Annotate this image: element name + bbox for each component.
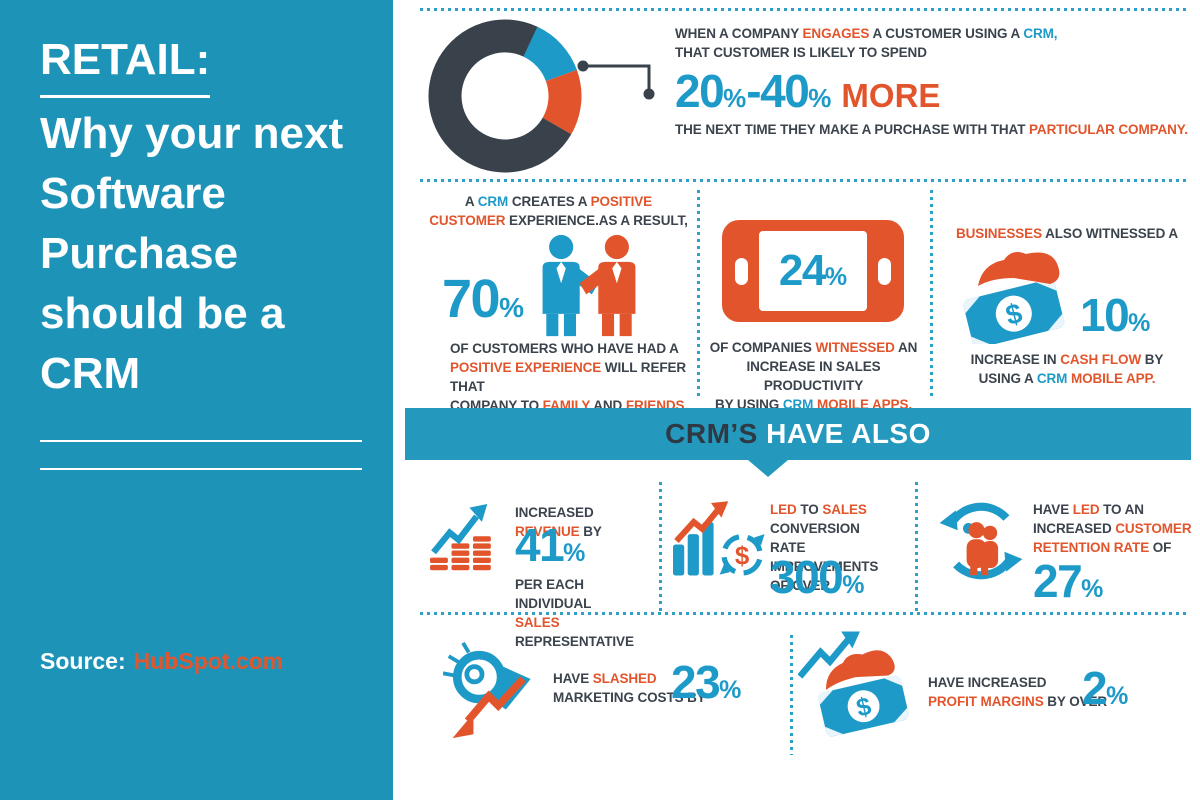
cashflow-stat: 10% [1080,289,1151,341]
section-marketing: HAVE SLASHED MARKETING COSTS BY 23% [433,625,783,765]
source: Source: HubSpot.com [40,648,283,675]
dotted-divider [790,635,793,755]
section-profit: $ HAVE INCREASED PROFIT MARGINS BY OVER … [798,625,1198,765]
marketing-stat: 23% [671,656,742,708]
connector-dot [643,88,655,100]
section-revenue: INCREASED REVENUE BY 41% PER EACH INDIVI… [420,480,659,649]
engage-stat: 20%-40% MORE [675,65,941,117]
money-in-hand-icon: $ [962,252,1066,344]
infographic: WHEN A COMPANY ENGAGES A CUSTOMER USING … [393,0,1200,800]
megaphone-icon [443,641,531,739]
dotted-divider [697,190,700,396]
engage-line1: WHEN A COMPANY ENGAGES A CUSTOMER USING … [675,26,1058,41]
retention-stat: 27% [1033,555,1104,607]
phone-button-right [878,258,891,285]
dotted-divider [420,612,1190,615]
source-link[interactable]: HubSpot.com [133,648,284,674]
sidebar: RETAIL: Why your next Software Purchase … [0,0,393,800]
divider-line [40,468,362,470]
cashflow-caption: INCREASE IN CASH FLOW BY USING A CRM MOB… [970,352,1164,386]
retention-caption: HAVE LED TO AN INCREASED CUSTOMER RETENT… [1033,502,1192,555]
revenue-growth-icon [430,504,491,571]
profit-stat: 2% [1082,662,1129,714]
slide-title: RETAIL: Why your next Software Purchase … [40,30,370,404]
slide-title-subtitle: Why your next Software Purchase should b… [40,109,344,398]
conversion-caption: LED TO SALES CONVERSION RATE IMPROVEMENT… [770,502,879,593]
section-retention: HAVE LED TO AN INCREASED CUSTOMER RETENT… [925,480,1193,612]
mobile-stat: 24% [778,246,848,295]
dollar-sign: $ [735,542,750,570]
banner: CRM’S HAVE ALSO [405,408,1191,460]
section-conversion: $ LED TO SALES CONVERSION RATE IMPROVEME… [665,480,915,612]
dotted-divider [420,179,1190,182]
dotted-divider [930,190,933,396]
source-label: Source: [40,648,126,674]
connector-dot [577,60,589,72]
connector-line [583,64,651,94]
dotted-divider [915,482,918,612]
section-engage: WHEN A COMPANY ENGAGES A CUSTOMER USING … [393,10,1200,178]
dotted-divider [659,482,662,612]
section-experience: A CRM CREATES A POSITIVE CUSTOMER EXPERI… [420,192,697,413]
divider-line [40,440,362,442]
banner-arrow [748,460,788,477]
experience-figure: 70% [420,234,697,339]
cashflow-heading: BUSINESSES ALSO WITNESSED A [955,226,1179,241]
profit-caption: HAVE INCREASED PROFIT MARGINS BY OVER [928,675,1108,709]
experience-stat: 70% [442,269,524,329]
engage-line2: THAT CUSTOMER IS LIKELY TO SPEND [675,45,927,60]
engage-line3: THE NEXT TIME THEY MAKE A PURCHASE WITH … [675,122,1188,137]
mobile-phone-icon: 24% [722,220,904,322]
dotted-divider-top [420,8,1190,11]
phone-button-left [735,258,748,285]
section-cashflow: BUSINESSES ALSO WITNESSED A $ 10% INCREA… [938,192,1196,398]
experience-caption: OF CUSTOMERS WHO HAVE HAD A POSITIVE EXP… [450,341,689,413]
section-mobile: 24% OF COMPANIES WITNESSED AN INCREASE I… [704,192,923,412]
experience-heading-line2: CUSTOMER EXPERIENCE.AS A RESULT, [429,213,688,228]
phone-screen: 24% [759,231,867,311]
mobile-caption: OF COMPANIES WITNESSED AN INCREASE IN SA… [709,340,918,412]
customer-retention-icon [939,502,1023,580]
revenue-caption: PER EACH INDIVIDUAL SALES REPRESENTATIVE [515,577,634,649]
revenue-line1: INCREASED REVENUE BY [515,505,602,539]
experience-heading-line1: A CRM CREATES A POSITIVE [464,194,653,209]
profit-margin-icon: $ [798,631,910,738]
dollar-sign: $ [854,692,874,722]
sales-conversion-icon: $ [673,501,765,576]
hand-shape [978,252,1060,286]
marketing-caption: HAVE SLASHED MARKETING COSTS BY [553,671,706,705]
revenue-stat: 41% [515,519,586,571]
donut-chart-icon [428,19,655,173]
slide-title-heading: RETAIL: [40,30,211,98]
engage-text: WHEN A COMPANY ENGAGES A CUSTOMER USING … [675,24,1195,139]
handshake-icon [542,234,636,337]
conversion-stat: 300% [770,551,865,603]
